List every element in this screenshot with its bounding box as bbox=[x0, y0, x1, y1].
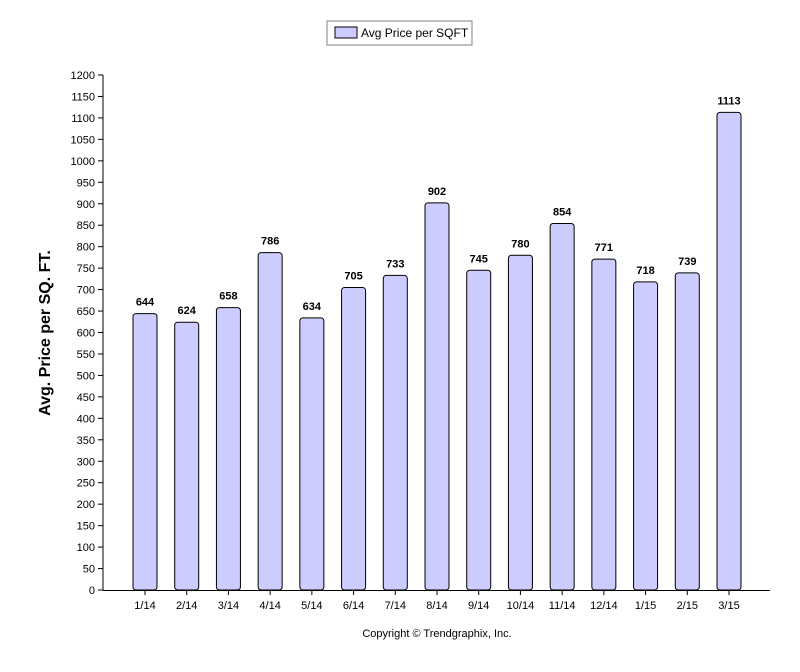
y-tick-label: 950 bbox=[77, 177, 95, 189]
y-tick-label: 300 bbox=[77, 456, 95, 468]
y-tick-label: 1050 bbox=[71, 134, 95, 146]
bar-value-label: 771 bbox=[595, 242, 613, 254]
bar bbox=[341, 286, 367, 591]
bar-value-label: 780 bbox=[511, 238, 529, 250]
y-tick-label: 900 bbox=[77, 199, 95, 211]
x-tick-label: 1/14 bbox=[134, 600, 155, 612]
y-tick-label: 350 bbox=[77, 435, 95, 447]
x-tick-label: 7/14 bbox=[385, 600, 406, 612]
x-tick-label: 3/14 bbox=[218, 600, 239, 612]
bar-value-label: 733 bbox=[386, 258, 404, 270]
bar bbox=[633, 281, 659, 591]
x-tick-label: 6/14 bbox=[343, 600, 364, 612]
y-tick-label: 1000 bbox=[71, 156, 95, 168]
copyright-footer: Copyright © Trendgraphix, Inc. bbox=[362, 628, 511, 640]
x-tick-label: 10/14 bbox=[507, 600, 535, 612]
bar-value-label: 786 bbox=[261, 236, 279, 248]
x-tick-label: 9/14 bbox=[468, 600, 489, 612]
bar-value-label: 644 bbox=[136, 297, 155, 309]
bar bbox=[382, 274, 408, 591]
y-axis-title: Avg. Price per SQ. FT. bbox=[37, 250, 54, 416]
y-tick-label: 400 bbox=[77, 413, 95, 425]
bar-value-label: 718 bbox=[636, 265, 654, 277]
x-tick-label: 11/14 bbox=[549, 600, 576, 612]
bars: 644 624 658 786 634 705 733 902 745 780 854 771 718 7… bbox=[132, 95, 742, 591]
bar-value-label: 634 bbox=[303, 301, 322, 313]
bar-value-label: 902 bbox=[428, 186, 446, 198]
y-tick-label: 500 bbox=[77, 370, 95, 382]
x-tick-label: 4/14 bbox=[259, 600, 280, 612]
bar-value-label: 705 bbox=[344, 270, 362, 282]
bar bbox=[466, 269, 492, 591]
y-tick-label: 850 bbox=[77, 220, 95, 232]
y-tick-label: 700 bbox=[77, 285, 95, 297]
bar bbox=[257, 252, 283, 591]
x-tick-label: 12/14 bbox=[590, 600, 618, 612]
x-tick-label: 3/15 bbox=[718, 600, 739, 612]
x-tick-label: 2/15 bbox=[677, 600, 698, 612]
bar-value-label: 624 bbox=[178, 305, 197, 317]
y-tick-label: 650 bbox=[77, 306, 95, 318]
bar bbox=[591, 258, 617, 591]
bar-value-label: 854 bbox=[553, 206, 572, 218]
bar bbox=[507, 254, 533, 591]
y-tick-label: 250 bbox=[77, 478, 95, 490]
bar-value-label: 739 bbox=[678, 256, 696, 268]
y-tick-label: 0 bbox=[89, 585, 95, 597]
bar bbox=[215, 307, 241, 591]
legend: Avg Price per SQFT bbox=[326, 20, 473, 46]
bar bbox=[549, 222, 575, 591]
x-tick-label: 1/15 bbox=[635, 600, 656, 612]
y-tick-label: 550 bbox=[77, 349, 95, 361]
y-tick-label: 800 bbox=[77, 242, 95, 254]
bar-value-label: 658 bbox=[219, 291, 237, 303]
x-axis-ticks: 1/14 2/14 3/14 4/14 5/14 6/14 7/14 8/14 9/14 10/1… bbox=[134, 590, 740, 612]
legend-swatch bbox=[334, 26, 358, 39]
y-tick-label: 750 bbox=[77, 263, 95, 275]
bar bbox=[174, 321, 200, 591]
x-tick-label: 5/14 bbox=[301, 600, 322, 612]
bar bbox=[299, 317, 325, 591]
y-tick-label: 100 bbox=[77, 542, 95, 554]
y-tick-label: 200 bbox=[77, 499, 95, 511]
y-tick-label: 1150 bbox=[71, 91, 95, 103]
bar-value-label: 1113 bbox=[717, 95, 740, 107]
y-tick-label: 50 bbox=[83, 564, 95, 576]
bar bbox=[424, 202, 450, 591]
y-tick-label: 150 bbox=[77, 521, 95, 533]
bar bbox=[716, 111, 742, 591]
y-axis-ticks: 0 50 100 150 200 250 300 350 400 450 500 550 600 650 7… bbox=[71, 70, 103, 597]
x-tick-label: 8/14 bbox=[426, 600, 447, 612]
y-tick-label: 1200 bbox=[71, 70, 95, 82]
bar bbox=[674, 272, 700, 591]
y-tick-label: 450 bbox=[77, 392, 95, 404]
y-tick-label: 1100 bbox=[71, 113, 95, 125]
legend-label: Avg Price per SQFT bbox=[361, 26, 469, 40]
bar-value-label: 745 bbox=[470, 253, 488, 265]
y-tick-label: 600 bbox=[77, 328, 95, 340]
x-tick-label: 2/14 bbox=[176, 600, 197, 612]
bar bbox=[132, 313, 158, 591]
